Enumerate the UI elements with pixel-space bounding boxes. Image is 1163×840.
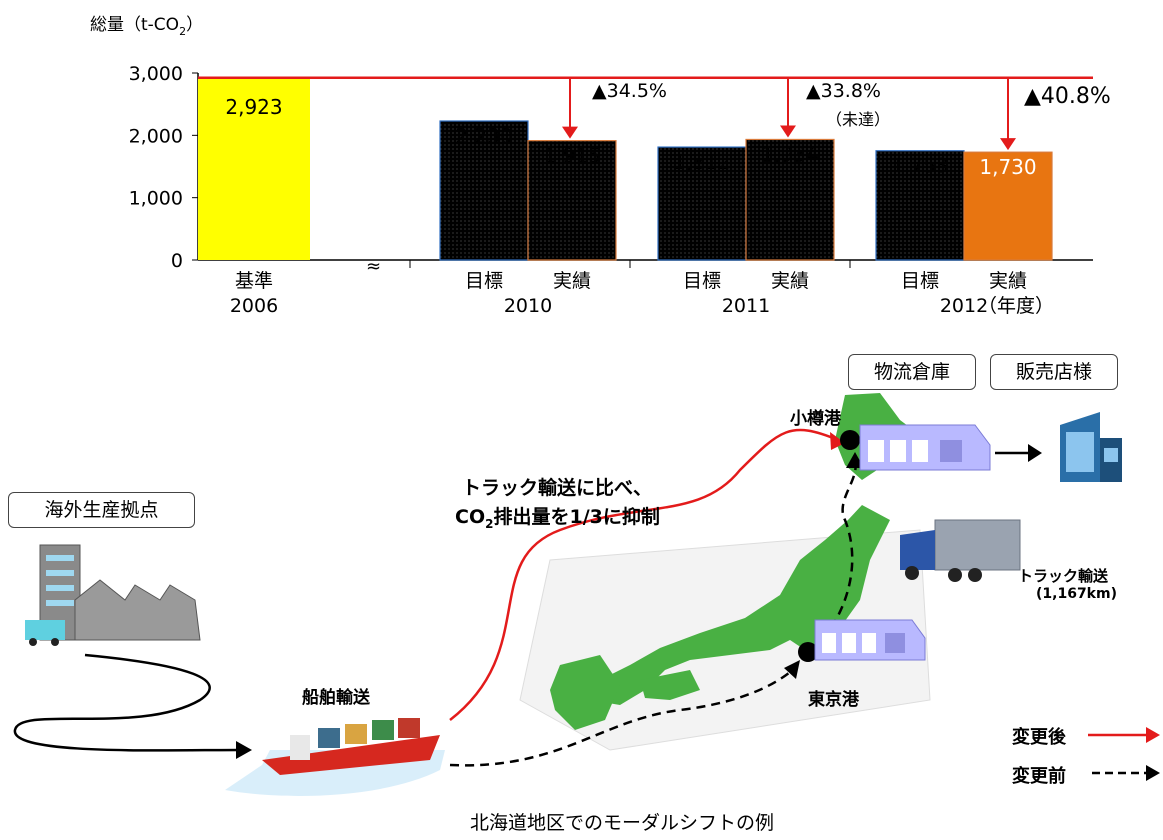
new-route-arrowhead: [830, 432, 845, 450]
x-label-year: 2006: [230, 295, 278, 317]
bar-group: 2,230: [439, 120, 529, 261]
bar: [527, 140, 617, 261]
y-axis-title: 総量（t-CO2）: [90, 15, 203, 38]
x-label-target: 目標: [683, 270, 721, 292]
bar-group: 2,923: [198, 77, 310, 260]
x-label-actual: 実績: [989, 270, 1027, 292]
warehouse-box: 物流倉庫: [848, 354, 976, 390]
x-label-actual: 実績: [553, 270, 591, 292]
y-tick-label: 1,000: [129, 188, 183, 210]
bar: [963, 151, 1053, 261]
otaru-port-marker: [840, 430, 860, 450]
legend-after-label: 変更後: [1012, 727, 1066, 748]
truck-transport-label: トラック輸送: [1018, 567, 1109, 585]
tokyo-port-label: 東京港: [808, 690, 859, 710]
tokyo-port-marker: [798, 642, 818, 662]
legend-after-arrowhead: [1146, 727, 1160, 743]
reduction-arrowhead: [1000, 138, 1016, 151]
bar-value-label: 1,753: [891, 154, 948, 178]
x-label-target: 目標: [465, 270, 503, 292]
truck-icon: [900, 519, 1021, 582]
bar-group: 1,915: [527, 140, 617, 261]
bar: [875, 150, 965, 261]
x-label-target: 目標: [901, 270, 939, 292]
factory-icon: [25, 544, 201, 646]
bar-value-label: 2,230: [455, 124, 512, 148]
reduction-percent: ▲33.8%: [806, 80, 881, 102]
bar-value-label: 1,812: [673, 150, 730, 174]
y-tick-label: 3,000: [129, 63, 183, 85]
factory-to-ship-arrowhead: [236, 741, 252, 759]
bar: [657, 146, 747, 261]
y-tick-label: 2,000: [129, 125, 183, 147]
co2-note-line1: トラック輸送に比べ、: [462, 477, 653, 499]
diagram-caption: 北海道地区でのモーダルシフトの例: [470, 812, 775, 834]
bar-value-label: 1,730: [979, 155, 1036, 179]
warehouse-icon: [859, 424, 991, 471]
y-tick-label: 0: [171, 250, 183, 272]
otaru-port-label: 小樽港: [790, 409, 841, 429]
store-box: 販売店様: [990, 354, 1118, 390]
reduction-percent: ▲34.5%: [592, 80, 667, 102]
axis-break-mark: ≈: [366, 256, 381, 277]
bar-group: 1,934: [745, 138, 835, 261]
modal-shift-diagram: [13, 393, 1160, 796]
legend-before-arrowhead: [1146, 765, 1160, 781]
bar-value-label: 1,934: [761, 142, 818, 166]
reduction-note: （未達）: [826, 110, 890, 129]
x-label-actual: 実績: [771, 270, 809, 292]
warehouse-icon: [814, 619, 926, 661]
y-axis: 3,000 2,000 1,000 0 ≈: [129, 63, 1093, 277]
x-label-fiscal-year: （年度）: [978, 295, 1054, 317]
ship-icon: [225, 718, 445, 796]
bar-group: 1,730: [963, 151, 1053, 261]
x-label-year: 2010: [504, 295, 552, 317]
bars: 2,923 2,230 1,915 1,812 1,934 1,753 1,730: [198, 76, 1093, 261]
truck-distance-label: (1,167km): [1036, 586, 1117, 602]
x-label-year: 2011: [722, 295, 770, 317]
bar-group: 1,753: [875, 150, 965, 261]
co2-bar-chart: 総量（t-CO2） 3,000 2,000 1,000 0 ≈ 2,923 2,230 1,…: [90, 15, 1111, 317]
old-route-land-arrow: [821, 459, 857, 641]
bar: [198, 77, 310, 260]
bar-value-label: 2,923: [225, 95, 282, 119]
bar: [439, 120, 529, 261]
bar: [745, 138, 835, 261]
overseas-production-box: 海外生産拠点: [8, 492, 195, 528]
new-route-arrow: [449, 428, 839, 721]
reduction-percent: ▲40.8%: [1024, 84, 1111, 109]
x-label-base: 基準: [235, 270, 273, 292]
legend-before-label: 変更前: [1012, 766, 1066, 787]
bar-group: 1,812: [657, 146, 747, 261]
to-store-arrowhead: [1028, 444, 1042, 462]
reduction-arrowhead: [780, 125, 796, 138]
annotations: ▲34.5% ▲33.8% （未達） ▲40.8%: [562, 77, 1111, 151]
ship-transport-label: 船舶輸送: [302, 688, 370, 708]
reduction-arrowhead: [562, 126, 578, 139]
factory-to-ship-arrow: [13, 653, 241, 752]
x-label-year: 2012: [940, 295, 988, 317]
co2-note-line2: CO2排出量を1/3に抑制: [455, 506, 660, 531]
old-route-sea-arrow: [449, 667, 796, 767]
store-building-icon: [1060, 412, 1122, 482]
bar-value-label: 1,915: [543, 144, 600, 168]
old-route-sea-arrowhead: [784, 660, 800, 679]
